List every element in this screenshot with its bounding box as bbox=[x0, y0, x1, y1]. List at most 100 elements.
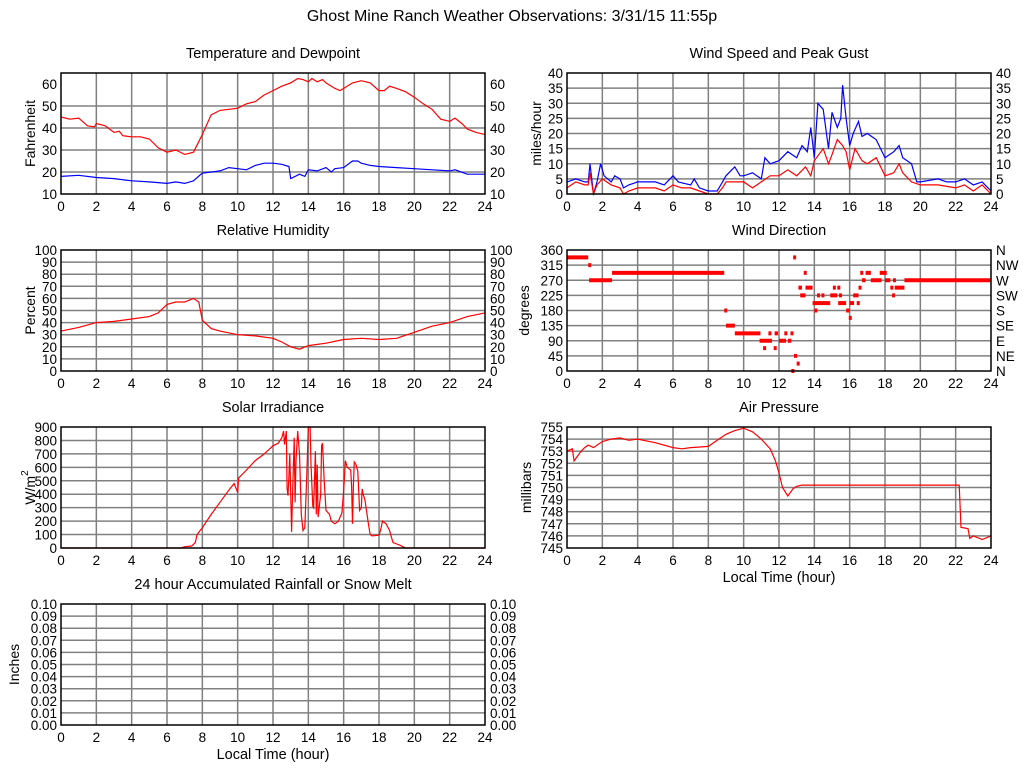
x-tick-label: 10 bbox=[230, 199, 245, 214]
series-line-relative-humidity bbox=[60, 297, 486, 350]
x-tick-label: 14 bbox=[301, 199, 317, 214]
plot-frame bbox=[566, 426, 992, 549]
x-tick-label: 22 bbox=[442, 376, 457, 391]
y-tick-label: 315 bbox=[540, 258, 563, 273]
wind-direction-point bbox=[796, 361, 800, 366]
y-tick-label-right: SW bbox=[996, 288, 1018, 303]
x-tick-label: 10 bbox=[230, 730, 245, 745]
y-axis-label: Fahrenheit bbox=[22, 100, 38, 167]
wind-direction-point bbox=[800, 293, 806, 298]
series-line-peak-gust bbox=[566, 85, 992, 195]
wind-direction-point bbox=[837, 285, 841, 290]
y-tick-label-right: 0.10 bbox=[490, 597, 516, 612]
x-tick-label: 20 bbox=[407, 199, 422, 214]
wind-direction-point bbox=[853, 293, 859, 298]
x-tick-label: 6 bbox=[163, 553, 171, 568]
y-tick-label: 751 bbox=[540, 468, 563, 483]
y-tick-label-right: 60 bbox=[490, 291, 505, 306]
y-tick-label: 500 bbox=[34, 474, 57, 489]
wind-direction-point bbox=[724, 308, 728, 313]
x-tick-label: 12 bbox=[265, 730, 280, 745]
x-tick-label: 2 bbox=[93, 199, 101, 214]
y-tick-label-right: NE bbox=[996, 349, 1015, 364]
chart-title: Wind Direction bbox=[732, 223, 826, 239]
wind-direction-point bbox=[803, 270, 807, 275]
wind-direction-point bbox=[885, 278, 891, 283]
wind-direction-point bbox=[821, 293, 825, 298]
y-tick-label-right: E bbox=[996, 334, 1005, 349]
y-tick-label-right: NW bbox=[996, 258, 1019, 273]
y-tick-label: 225 bbox=[540, 288, 563, 303]
y-tick-label-right: 30 bbox=[490, 143, 505, 158]
y-tick-label: 10 bbox=[548, 157, 563, 172]
y-tick-label-right: 25 bbox=[996, 111, 1011, 126]
x-tick-label: 18 bbox=[371, 199, 386, 214]
page-title: Ghost Mine Ranch Weather Observations: 3… bbox=[306, 8, 718, 25]
x-tick-label: 18 bbox=[877, 199, 892, 214]
wind-direction-point bbox=[816, 293, 820, 298]
wind-direction-point bbox=[794, 353, 798, 358]
y-tick-label-right: 20 bbox=[490, 340, 505, 355]
y-tick-label: 745 bbox=[540, 541, 563, 556]
y-tick-label: 270 bbox=[540, 273, 563, 288]
chart-title: Relative Humidity bbox=[217, 223, 331, 239]
x-tick-label: 4 bbox=[634, 376, 642, 391]
x-tick-label: 10 bbox=[736, 376, 751, 391]
x-tick-label: 18 bbox=[371, 376, 386, 391]
x-tick-label: 8 bbox=[705, 199, 713, 214]
series-line-temperature bbox=[60, 77, 486, 156]
y-tick-label: 800 bbox=[34, 433, 57, 448]
y-tick-label: 80 bbox=[42, 267, 57, 282]
chart-title: Solar Irradiance bbox=[222, 400, 324, 416]
x-tick-label: 12 bbox=[771, 199, 786, 214]
x-tick-label: 20 bbox=[407, 553, 422, 568]
y-axis-label: Inches bbox=[6, 644, 22, 685]
y-tick-label-right: 15 bbox=[996, 142, 1011, 157]
wind-direction-point bbox=[849, 301, 855, 306]
y-tick-label: 750 bbox=[540, 481, 563, 496]
x-tick-label: 6 bbox=[669, 199, 677, 214]
x-tick-label: 22 bbox=[442, 553, 457, 568]
y-axis-label: degrees bbox=[516, 285, 532, 336]
wind-direction-point bbox=[779, 338, 787, 343]
x-tick-label: 24 bbox=[477, 376, 493, 391]
y-tick-label-right: 0.04 bbox=[490, 670, 517, 685]
x-tick-label: 6 bbox=[163, 730, 171, 745]
y-tick-label: 0 bbox=[49, 541, 57, 556]
wind-direction-point bbox=[892, 278, 896, 283]
y-tick-label-right: 0.09 bbox=[490, 609, 516, 624]
y-tick-label: 0 bbox=[555, 364, 563, 379]
plot-frame bbox=[566, 249, 992, 372]
x-tick-label: 22 bbox=[948, 199, 963, 214]
wind-direction-point bbox=[846, 308, 850, 313]
y-tick-label: 748 bbox=[540, 505, 563, 520]
y-tick-label: 40 bbox=[548, 66, 563, 81]
wind-direction-point bbox=[870, 278, 882, 283]
x-tick-label: 24 bbox=[477, 199, 493, 214]
wind-direction-point bbox=[858, 285, 862, 290]
y-tick-label: 30 bbox=[548, 96, 563, 111]
x-tick-label: 24 bbox=[477, 730, 493, 745]
x-tick-label: 2 bbox=[93, 376, 101, 391]
y-tick-label: 5 bbox=[555, 172, 563, 187]
x-tick-label: 22 bbox=[442, 199, 457, 214]
y-tick-label: 20 bbox=[548, 127, 563, 142]
y-tick-label: 10 bbox=[42, 187, 57, 202]
y-tick-label: 0 bbox=[555, 187, 563, 202]
x-axis-label: Local Time (hour) bbox=[723, 570, 836, 586]
y-tick-label: 0.10 bbox=[31, 597, 57, 612]
y-tick-label: 754 bbox=[540, 432, 563, 447]
x-tick-label: 16 bbox=[336, 730, 351, 745]
y-tick-label: 0.04 bbox=[31, 670, 58, 685]
x-tick-label: 0 bbox=[57, 376, 65, 391]
plot-frame bbox=[60, 249, 486, 372]
y-tick-label-right: 0.06 bbox=[490, 645, 516, 660]
x-tick-label: 22 bbox=[948, 553, 963, 568]
x-tick-label: 8 bbox=[199, 730, 207, 745]
y-tick-label: 35 bbox=[548, 81, 563, 96]
x-tick-label: 2 bbox=[93, 553, 101, 568]
wind-direction-point bbox=[830, 293, 838, 298]
y-tick-label-right: 35 bbox=[996, 81, 1011, 96]
x-tick-label: 20 bbox=[407, 376, 422, 391]
